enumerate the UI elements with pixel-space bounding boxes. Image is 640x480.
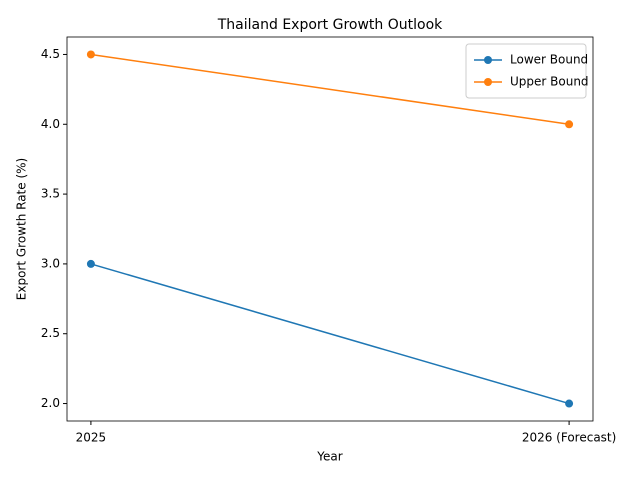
x-tick-label: 2026 (Forecast)	[522, 431, 617, 445]
y-tick-label: 4.5	[41, 47, 60, 61]
x-tick-label: 2025	[76, 431, 107, 445]
marker	[86, 259, 95, 268]
legend-marker	[484, 78, 492, 86]
y-tick-label: 2.0	[41, 396, 60, 410]
y-tick-label: 3.0	[41, 256, 60, 270]
marker	[565, 120, 574, 129]
legend-label: Lower Bound	[510, 53, 588, 67]
series-line	[90, 53, 570, 126]
y-axis-label: Export Growth Rate (%)	[15, 158, 29, 300]
legend-marker	[484, 56, 492, 64]
y-tick-label: 2.5	[41, 326, 60, 340]
legend-label: Upper Bound	[510, 75, 589, 89]
x-axis-label: Year	[316, 450, 342, 464]
marker	[86, 50, 95, 59]
plot-frame	[66, 36, 594, 422]
marker	[565, 399, 574, 408]
series-line	[90, 263, 570, 405]
y-tick-label: 3.5	[41, 187, 60, 201]
legend-box	[465, 43, 587, 99]
y-tick-label: 4.0	[41, 117, 60, 131]
chart-title: Thailand Export Growth Outlook	[217, 17, 443, 33]
